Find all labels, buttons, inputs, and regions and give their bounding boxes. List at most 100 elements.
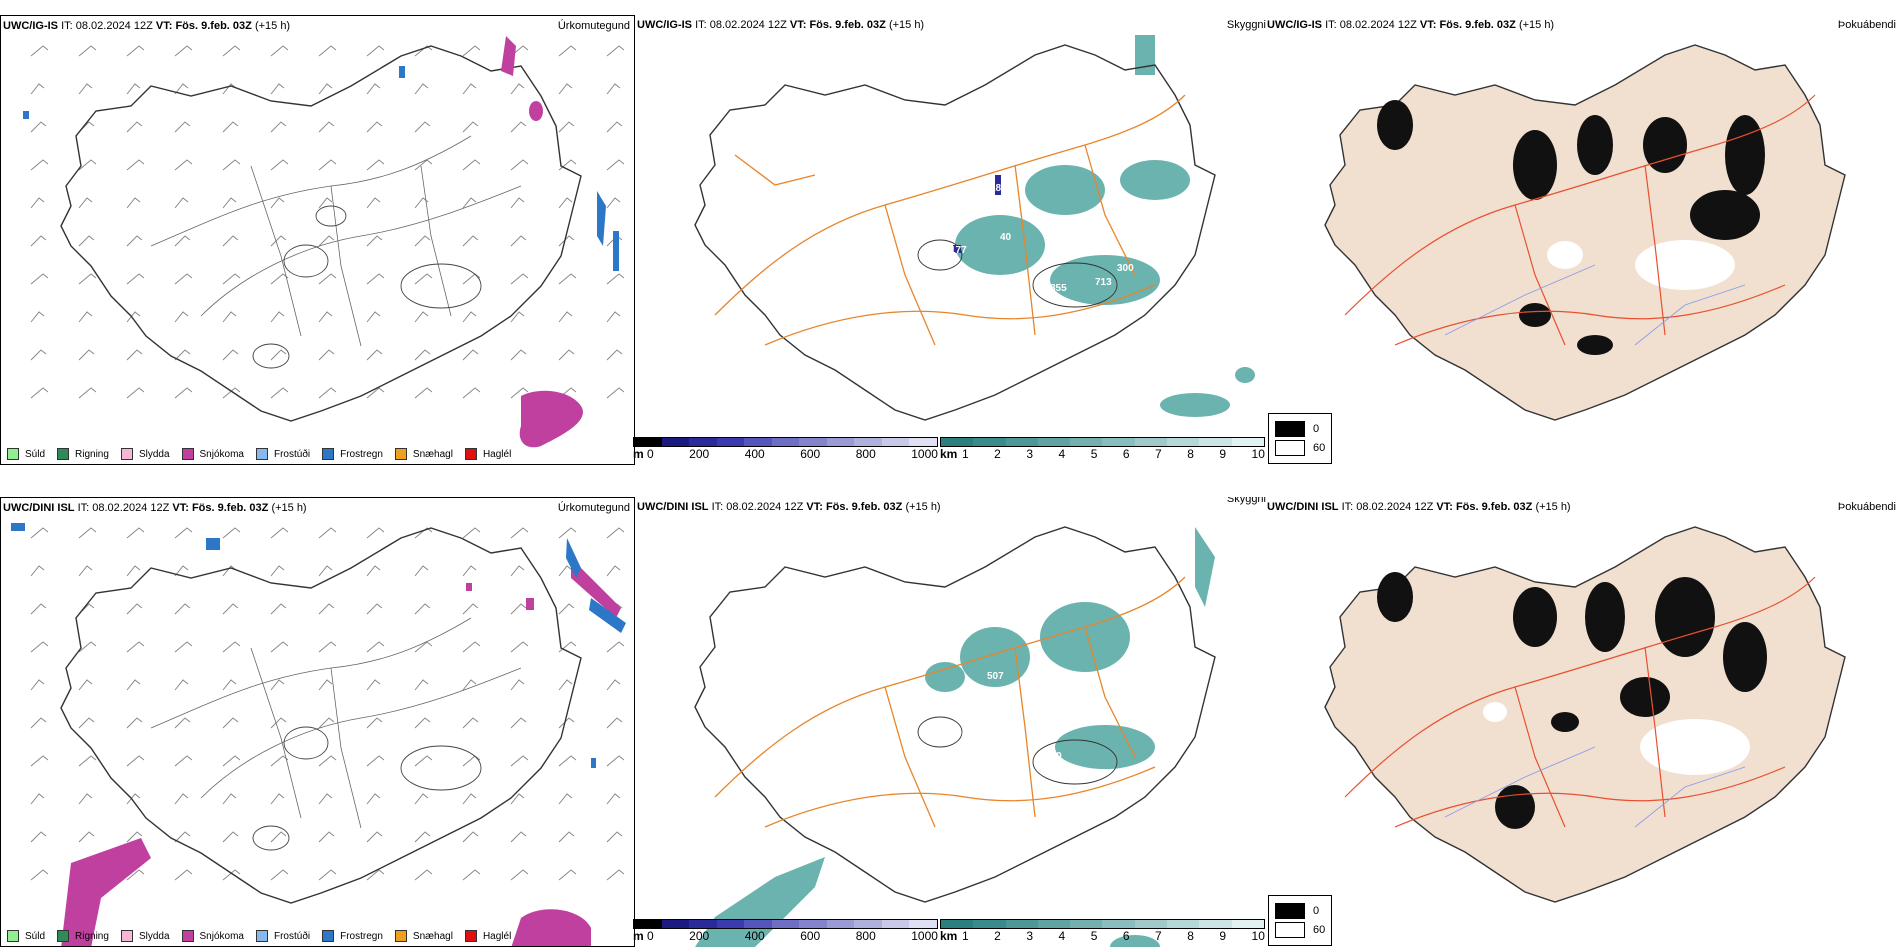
ceiling-unit: m [633, 929, 644, 943]
wind-barb [606, 869, 625, 881]
wind-barb [318, 793, 333, 805]
wind-barb [78, 679, 93, 691]
wind-barb [30, 159, 49, 171]
wind-barb [510, 387, 529, 399]
wind-barb [222, 755, 241, 767]
wind-barb [462, 121, 479, 133]
wind-barb [318, 45, 337, 57]
legend-swatch [181, 930, 194, 942]
wind-barb [30, 527, 49, 539]
wind-barb [270, 273, 289, 285]
wind-barb [270, 603, 287, 615]
legend-swatch [464, 930, 477, 942]
wind-barb [222, 349, 239, 361]
panel-title: UWC/IG-IS IT: 08.02.2024 12Z VT: Fös. 9.… [3, 20, 291, 32]
ceiling-ticks: 0 200 400 600 800 1000 [647, 447, 938, 461]
fog-map [1324, 44, 1846, 421]
cloud-label: 580 [1045, 751, 1062, 762]
wind-barb [510, 273, 529, 285]
wind-barb [174, 197, 189, 209]
legend-item: Frostúði [255, 930, 310, 942]
wind-barb [558, 755, 577, 767]
wind-barb [78, 831, 95, 843]
wind-barb [270, 679, 285, 691]
wind-barb [174, 679, 189, 691]
ceiling-scale-bar [633, 437, 938, 447]
wind-barb [414, 349, 431, 361]
wind-barb [318, 387, 337, 399]
legend-item: Frostregn [322, 448, 383, 460]
wind-barb [318, 159, 337, 171]
wind-barb [606, 197, 621, 209]
wind-barb [30, 83, 45, 95]
wind-barb [510, 869, 529, 881]
visibility-scale-bar [940, 437, 1265, 447]
cloud-label: 300 [1117, 263, 1134, 274]
wind-barb [270, 349, 287, 361]
fog-key-row: 0 [1275, 903, 1325, 919]
wind-barb [510, 527, 529, 539]
wind-barb [174, 869, 193, 881]
wind-barb [318, 83, 333, 95]
wind-barb [222, 641, 241, 653]
wind-barb [30, 45, 49, 57]
legend-swatch [394, 448, 407, 460]
cloud-label: 105 [1047, 217, 1064, 228]
wind-barb [462, 235, 479, 247]
wind-barb [414, 679, 429, 691]
wind-barb [270, 717, 287, 729]
wind-barb [30, 121, 47, 133]
legend-swatch [255, 930, 268, 942]
wind-barb [606, 159, 625, 171]
wind-barb [30, 603, 47, 615]
wind-barb [462, 793, 477, 805]
wind-barb [126, 603, 143, 615]
wind-barb [414, 603, 431, 615]
panel-title: UWC/IG-IS IT: 08.02.2024 12Z VT: Fös. 9.… [1267, 19, 1555, 31]
wind-barb [222, 603, 239, 615]
panel-title: UWC/DINI ISL IT: 08.02.2024 12Z VT: Fös.… [637, 501, 941, 513]
wind-barb [126, 83, 141, 95]
wind-barb [174, 121, 191, 133]
legend-swatch [394, 930, 407, 942]
wind-barb [78, 755, 97, 767]
wind-barb [510, 349, 527, 361]
visibility-unit: km [940, 447, 958, 461]
wind-barb [366, 45, 385, 57]
wind-barb [366, 641, 385, 653]
wind-barb [558, 603, 575, 615]
wind-barb [78, 387, 97, 399]
wind-barb [462, 197, 477, 209]
wind-barb [414, 527, 433, 539]
wind-barb [558, 235, 575, 247]
precip-legend: Súld Rigning Slydda Snjókoma Frostúði Fr… [1, 448, 517, 460]
fog-index-panel-row2: UWC/DINI ISL IT: 08.02.2024 12Z VT: Fös.… [1265, 497, 1900, 947]
wind-barb [318, 349, 335, 361]
legend-swatch [7, 930, 19, 942]
cloud-label: 40 [1000, 232, 1012, 243]
panel-title: UWC/IG-IS IT: 08.02.2024 12Z VT: Fös. 9.… [637, 19, 925, 31]
panel-name: Úrkomutegund [557, 20, 630, 32]
legend-swatch [464, 448, 477, 460]
wind-barb [366, 121, 383, 133]
legend-swatch [322, 930, 335, 942]
wind-barb [270, 641, 289, 653]
wind-barb [558, 45, 577, 57]
wind-barb [174, 717, 191, 729]
wind-barb [318, 235, 335, 247]
wind-barb [78, 717, 95, 729]
wind-barb [462, 387, 481, 399]
wind-barb [222, 527, 241, 539]
wind-barb [366, 83, 381, 95]
wind-barb [558, 349, 575, 361]
wind-barb [30, 311, 45, 323]
wind-barb [366, 831, 383, 843]
wind-barb [30, 197, 45, 209]
legend-swatch [255, 448, 268, 460]
cloud-map: 507 224 580 672 47 42 [694, 526, 1216, 947]
wind-barb [606, 679, 621, 691]
wind-barb [174, 45, 193, 57]
precip-map [23, 36, 625, 448]
wind-barb [270, 45, 289, 57]
wind-barb [558, 679, 573, 691]
